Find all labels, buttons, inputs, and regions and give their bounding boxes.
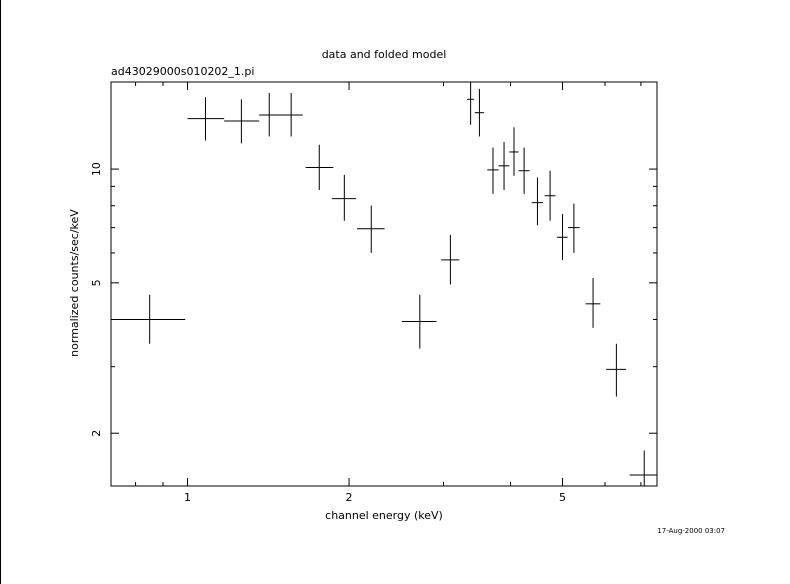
data-point (357, 205, 385, 253)
data-point (332, 174, 356, 221)
y-axis-label: normalized counts/sec/keV (68, 209, 81, 357)
plot-frame (110, 81, 658, 487)
data-point (531, 177, 544, 226)
data-point (568, 203, 580, 253)
data-point (259, 92, 279, 137)
x-axis-label: channel energy (keV) (325, 509, 443, 522)
timestamp: 17-Aug-2000 03:07 (657, 527, 725, 535)
data-point (441, 234, 460, 285)
chart-subtitle: ad43029000s010202_1.pi (111, 65, 254, 78)
y-tick-label: 5 (90, 279, 103, 286)
y-tick-label: 10 (90, 162, 103, 176)
data-point (224, 99, 260, 144)
axis-ticks: 1 2 5 2 5 10 (90, 82, 657, 504)
data-point (305, 144, 334, 191)
x-tick-label: 1 (184, 491, 191, 504)
data-point (629, 450, 657, 486)
data-point (467, 82, 475, 125)
data-point (474, 88, 485, 137)
data-point (187, 97, 225, 141)
data-point (556, 214, 568, 260)
data-point (111, 294, 186, 344)
x-tick-label: 5 (559, 491, 566, 504)
y-tick-label: 2 (90, 430, 103, 437)
data-point (544, 170, 556, 221)
data-point (509, 127, 519, 176)
data-point (401, 294, 437, 349)
chart-title: data and folded model (322, 48, 447, 61)
data-points (111, 82, 657, 486)
data-point (278, 92, 303, 137)
data-point (518, 147, 530, 194)
x-tick-label: 2 (346, 491, 353, 504)
data-point (498, 141, 510, 191)
data-point (585, 277, 601, 328)
data-point (606, 343, 627, 397)
window-left-edge (0, 0, 1, 584)
data-point (487, 147, 499, 194)
